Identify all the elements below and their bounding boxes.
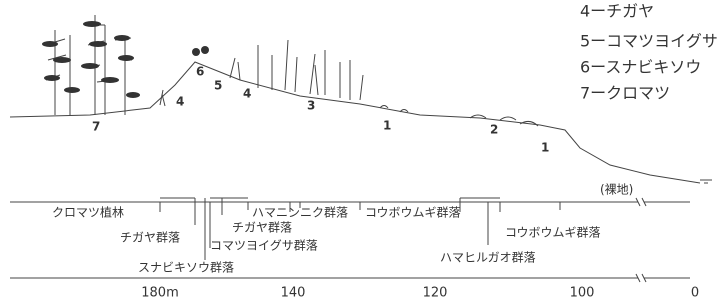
profile-label: 5 [214, 79, 222, 93]
profile-label: 2 [490, 123, 498, 137]
community-label: コマツヨイグサ群落 [210, 239, 318, 253]
profile-label: 6 [196, 65, 204, 79]
distance-label: 180m [141, 286, 178, 300]
community-label: コウボウムギ群落 [365, 206, 461, 220]
legend-item: 5ーコマツヨイグサ [580, 32, 718, 51]
profile-label: 4 [243, 87, 251, 101]
profile-label: 7 [92, 120, 100, 134]
distance-axis [10, 274, 690, 282]
community-label: クロマツ植林 [52, 205, 124, 220]
distance-label: 120 [423, 286, 448, 300]
profile-label: 1 [541, 141, 549, 155]
distance-label: 140 [281, 286, 306, 300]
profile-label: 3 [307, 99, 315, 113]
profile-label: 4 [176, 95, 184, 109]
community-label: チガヤ群落 [120, 231, 180, 245]
legend-item: 4ーチガヤ [580, 2, 654, 21]
distance-label: 0 [691, 286, 699, 300]
community-label: ハマヒルガオ群落 [440, 251, 536, 265]
water-mark [700, 180, 712, 183]
bare-ground-label: (裸地) [600, 182, 633, 197]
community-label: コウボウムギ群落 [505, 226, 601, 240]
vegetation-profile: 4ーチガヤ 5ーコマツヨイグサ 6ースナビキソウ 7ークロマツ 7 4 6 5 … [0, 0, 720, 300]
legend-item: 7ークロマツ [580, 84, 670, 103]
community-label: ハマニンニク群落 [252, 206, 348, 220]
community-label: チガヤ群落 [232, 221, 292, 235]
community-label: スナビキソウ群落 [138, 261, 234, 275]
distance-label: 100 [570, 286, 595, 300]
profile-label: 1 [383, 119, 391, 133]
legend-item: 6ースナビキソウ [580, 58, 701, 77]
